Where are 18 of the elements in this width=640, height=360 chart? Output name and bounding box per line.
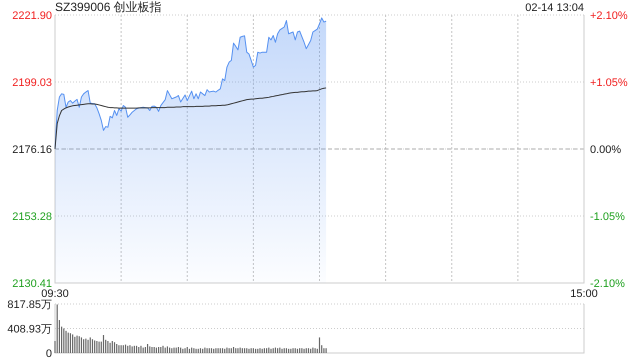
y-tick-label: 408.93万 xyxy=(7,323,52,336)
y-tick-label: 0 xyxy=(46,348,52,360)
y2-tick-label: -2.10% xyxy=(590,278,626,290)
y2-tick-label: +1.05% xyxy=(590,76,628,89)
chart-title: SZ399006 创业板指 xyxy=(55,0,162,14)
y-tick-label: 817.85万 xyxy=(7,298,52,311)
x-tick-label: 15:00 xyxy=(570,288,598,300)
y2-tick-label: -1.05% xyxy=(590,210,626,223)
y-tick-label: 2130.41 xyxy=(12,278,52,290)
y-tick-label: 2199.03 xyxy=(12,76,52,89)
y-tick-label: 2221.90 xyxy=(12,10,52,22)
text: 02-14 13:04 xyxy=(525,2,584,14)
y-tick-label: 2153.28 xyxy=(12,210,52,223)
y2-tick-label: +2.10% xyxy=(590,10,628,22)
y2-tick-label: 0.00% xyxy=(590,144,622,156)
x-tick-label: 09:30 xyxy=(41,288,69,300)
line-series xyxy=(54,87,327,150)
y-tick-label: 2176.16 xyxy=(12,144,52,156)
